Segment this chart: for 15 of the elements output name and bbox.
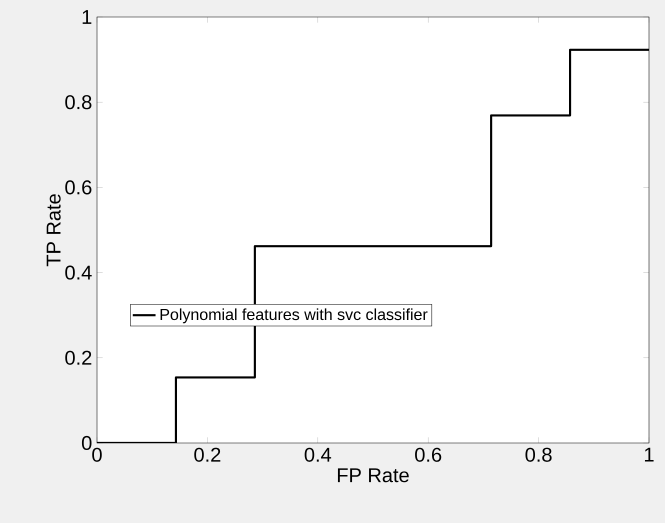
y-axis-title: TP Rate [46,194,61,266]
x-tick-label: 0.6 [415,448,442,462]
y-tick-label: 0.8 [65,95,92,110]
x-tick-label: 1 [644,448,654,462]
y-tick-label: 0 [82,436,92,450]
y-tick-label: 0.2 [65,350,92,365]
x-tick-label: 0.8 [525,448,552,462]
x-tick-label: 0.2 [194,448,220,462]
y-tick-label: 0.6 [65,180,92,194]
y-tick-label: 1 [82,10,92,24]
legend-label: Polynomial features with svc classifier [160,308,428,324]
x-tick-label: 0.4 [304,448,332,462]
x-axis-title: FP Rate [338,468,409,482]
y-tick-label: 0.4 [65,266,92,280]
x-tick-label: 0 [92,448,102,462]
